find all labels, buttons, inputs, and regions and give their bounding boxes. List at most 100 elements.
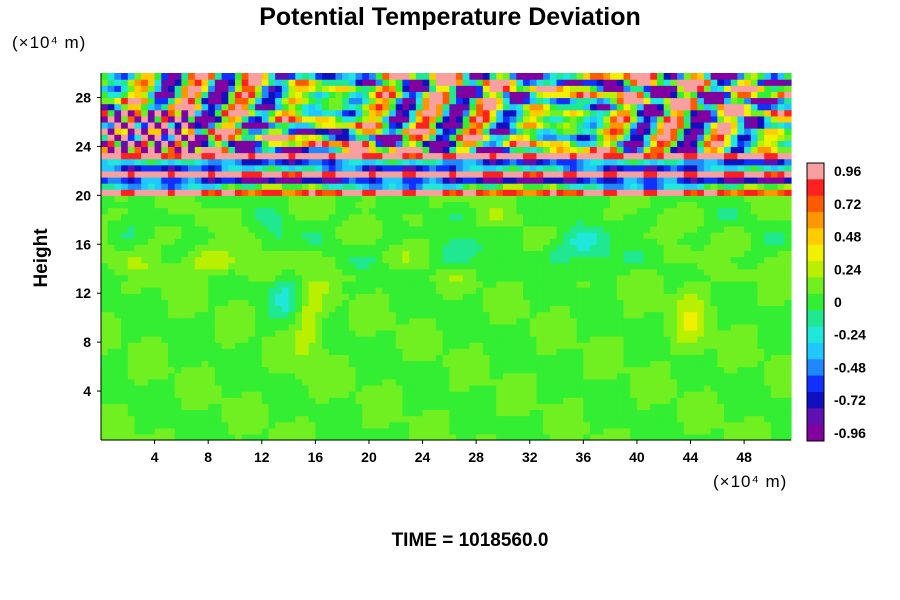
heatmap-cell bbox=[703, 238, 712, 245]
heatmap-cell bbox=[295, 311, 303, 319]
heatmap-cell bbox=[234, 256, 243, 264]
heatmap-cell bbox=[610, 195, 618, 203]
heatmap-cell bbox=[322, 342, 330, 349]
heatmap-cell bbox=[355, 189, 363, 196]
heatmap-cell bbox=[596, 146, 605, 154]
heatmap-cell bbox=[121, 409, 129, 417]
heatmap-cell bbox=[697, 415, 705, 423]
heatmap-cell bbox=[623, 207, 631, 215]
heatmap-cell bbox=[221, 238, 229, 245]
heatmap-cell bbox=[362, 384, 370, 392]
heatmap-cell bbox=[523, 323, 531, 331]
heatmap-cell bbox=[335, 305, 343, 313]
heatmap-cell bbox=[355, 287, 363, 294]
heatmap-cell bbox=[623, 329, 631, 337]
heatmap-cell bbox=[315, 403, 323, 411]
heatmap-cell bbox=[134, 323, 142, 331]
heatmap-cell bbox=[462, 207, 471, 215]
heatmap-cell bbox=[482, 158, 491, 166]
heatmap-cell bbox=[228, 348, 236, 355]
heatmap-cell bbox=[355, 342, 363, 349]
heatmap-cell bbox=[657, 372, 665, 380]
heatmap-cell bbox=[456, 421, 464, 429]
heatmap-cell bbox=[750, 372, 759, 380]
heatmap-cell bbox=[496, 354, 504, 362]
heatmap-cell bbox=[476, 391, 484, 398]
heatmap-cell bbox=[167, 207, 176, 215]
heatmap-cell bbox=[636, 372, 645, 380]
heatmap-cell bbox=[362, 280, 370, 288]
heatmap-cell bbox=[469, 366, 477, 374]
heatmap-cell bbox=[563, 238, 571, 245]
heatmap-cell bbox=[529, 397, 538, 404]
heatmap-cell bbox=[764, 336, 772, 343]
heatmap-cell bbox=[101, 262, 109, 270]
heatmap-cell bbox=[375, 305, 383, 313]
heatmap-cell bbox=[248, 311, 256, 319]
heatmap-cell bbox=[509, 287, 517, 294]
heatmap-cell bbox=[335, 299, 343, 307]
heatmap-cell bbox=[563, 268, 571, 276]
heatmap-cell bbox=[114, 287, 122, 294]
heatmap-cell bbox=[496, 293, 504, 300]
heatmap-cell bbox=[690, 311, 698, 319]
heatmap-cell bbox=[590, 238, 598, 245]
heatmap-cell bbox=[697, 293, 705, 300]
heatmap-cell bbox=[502, 207, 511, 215]
heatmap-cell bbox=[703, 372, 712, 380]
heatmap-cell bbox=[389, 232, 397, 239]
heatmap-cell bbox=[549, 317, 558, 325]
heatmap-cell bbox=[174, 397, 182, 404]
heatmap-cell bbox=[241, 403, 249, 411]
heatmap-cell bbox=[141, 244, 149, 251]
heatmap-cell bbox=[295, 397, 303, 404]
heatmap-cell bbox=[784, 287, 792, 294]
heatmap-cell bbox=[167, 268, 176, 276]
heatmap-cell bbox=[764, 391, 772, 398]
heatmap-cell bbox=[255, 336, 263, 343]
heatmap-cell bbox=[375, 262, 383, 270]
heatmap-cell bbox=[724, 366, 732, 374]
heatmap-cell bbox=[201, 336, 209, 343]
heatmap-cell bbox=[442, 256, 450, 264]
heatmap-cell bbox=[724, 287, 732, 294]
heatmap-cell bbox=[208, 256, 216, 264]
heatmap-cell bbox=[368, 207, 377, 215]
heatmap-cell bbox=[703, 152, 712, 160]
heatmap-cell bbox=[241, 329, 249, 337]
heatmap-cell bbox=[583, 244, 591, 251]
heatmap-cell bbox=[529, 311, 538, 319]
heatmap-cell bbox=[101, 238, 109, 245]
heatmap-cell bbox=[328, 280, 337, 288]
heatmap-cell bbox=[275, 189, 283, 196]
heatmap-cell bbox=[308, 427, 316, 435]
heatmap-cell bbox=[107, 201, 115, 209]
heatmap-cell bbox=[456, 244, 464, 251]
heatmap-cell bbox=[107, 311, 115, 319]
heatmap-cell bbox=[295, 152, 303, 160]
heatmap-cell bbox=[596, 262, 605, 270]
heatmap-cell bbox=[255, 348, 263, 355]
heatmap-cell bbox=[194, 378, 203, 386]
heatmap-cell bbox=[764, 219, 772, 227]
heatmap-cell bbox=[697, 427, 705, 435]
heatmap-cell bbox=[670, 250, 678, 258]
heatmap-cell bbox=[315, 391, 323, 398]
heatmap-cell bbox=[221, 219, 229, 227]
heatmap-cell bbox=[496, 391, 504, 398]
heatmap-cell bbox=[375, 189, 383, 196]
heatmap-cell bbox=[268, 164, 276, 172]
heatmap-cell bbox=[643, 342, 651, 349]
heatmap-cell bbox=[134, 250, 142, 258]
heatmap-cell bbox=[402, 378, 410, 386]
heatmap-cell bbox=[301, 238, 310, 245]
heatmap-cell bbox=[717, 311, 725, 319]
heatmap-cell bbox=[764, 280, 772, 288]
heatmap-cell bbox=[114, 323, 122, 331]
heatmap-cell bbox=[496, 311, 504, 319]
heatmap-cell bbox=[516, 433, 524, 441]
heatmap-cell bbox=[261, 244, 270, 251]
heatmap-cell bbox=[134, 409, 142, 417]
heatmap-cell bbox=[167, 201, 176, 209]
